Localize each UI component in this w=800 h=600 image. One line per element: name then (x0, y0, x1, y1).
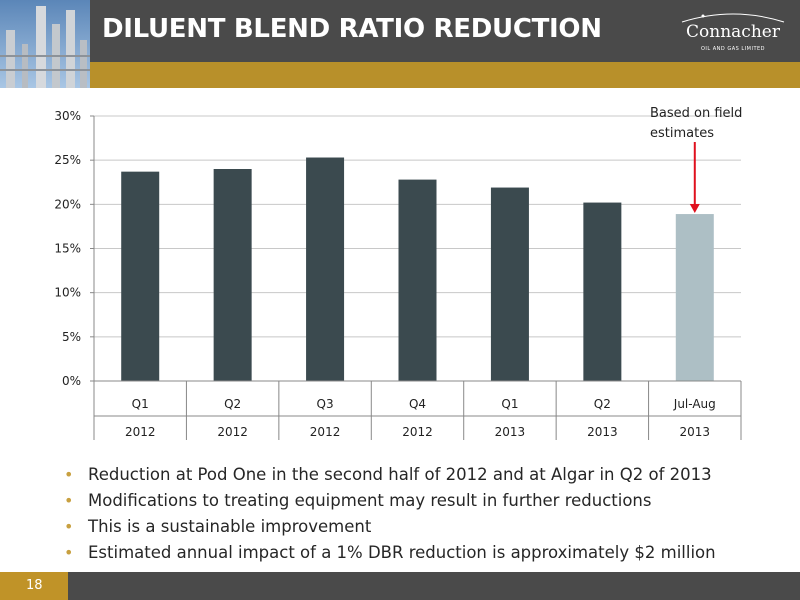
x-tick-label: Q2 (224, 397, 241, 411)
x-tick-label: Jul-Aug (673, 397, 716, 411)
x-tick-label: Q1 (501, 397, 518, 411)
company-logo: Connacher OIL AND GAS LIMITED (678, 10, 788, 58)
page-number: 18 (26, 578, 43, 593)
x-group-label: 2013 (587, 425, 618, 439)
y-tick-label: 10% (54, 286, 81, 300)
bullet-item: • Reduction at Pod One in the second half… (64, 462, 716, 488)
bullet-text: Reduction at Pod One in the second half … (88, 465, 712, 484)
bar (490, 187, 529, 381)
x-tick-label: Q4 (409, 397, 426, 411)
x-group-label: 2012 (217, 425, 248, 439)
bar (213, 169, 252, 381)
header-accent-band (90, 62, 800, 88)
bullet-text: This is a sustainable improvement (88, 517, 372, 536)
bullet-item: • Estimated annual impact of a 1% DBR red… (64, 540, 716, 566)
bullet-icon: • (64, 491, 74, 510)
bar-chart: 0% 5% 10% 15% 20% 25% 30% Q1 2012 Q2 2012 Q3 2012 Q4 2… (54, 109, 742, 440)
y-tick-label: 25% (54, 153, 81, 167)
bar (306, 157, 345, 381)
x-tick-label: Q3 (317, 397, 334, 411)
x-group-label: 2013 (495, 425, 526, 439)
bullet-icon: • (64, 517, 74, 536)
bullet-text: Modifications to treating equipment may … (88, 491, 652, 510)
x-tick-label: Q2 (594, 397, 611, 411)
field-estimate-note: Based on field estimates (650, 106, 743, 141)
x-group-label: 2012 (310, 425, 341, 439)
x-group-label: 2013 (680, 425, 711, 439)
bullet-text: Estimated annual impact of a 1% DBR redu… (88, 543, 716, 562)
logo-tagline: OIL AND GAS LIMITED (700, 46, 766, 52)
y-tick-label: 30% (54, 109, 81, 123)
refinery-photo (0, 0, 90, 88)
bar (583, 202, 622, 381)
slide-title: DILUENT BLEND RATIO REDUCTION (102, 14, 602, 44)
x-group-label: 2012 (402, 425, 433, 439)
x-tick-label: Q1 (132, 397, 149, 411)
annotation-arrowhead (689, 204, 700, 214)
y-tick-label: 0% (62, 374, 81, 388)
footer-bar (0, 572, 800, 600)
bullet-item: • Modifications to treating equipment may… (64, 488, 716, 514)
y-tick-label: 20% (54, 197, 81, 211)
bullet-list: • Reduction at Pod One in the second half… (64, 462, 716, 566)
bar-estimated (675, 214, 714, 381)
bullet-icon: • (64, 543, 74, 562)
bar (398, 179, 437, 381)
logo-name: Connacher (686, 22, 780, 42)
bullet-item: • This is a sustainable improvement (64, 514, 716, 540)
y-tick-label: 5% (62, 330, 81, 344)
y-tick-label: 15% (54, 242, 81, 256)
bullet-icon: • (64, 465, 74, 484)
header-bar (0, 0, 800, 62)
x-group-label: 2012 (125, 425, 156, 439)
bar (121, 171, 160, 381)
page-number-box: 18 (0, 572, 68, 600)
